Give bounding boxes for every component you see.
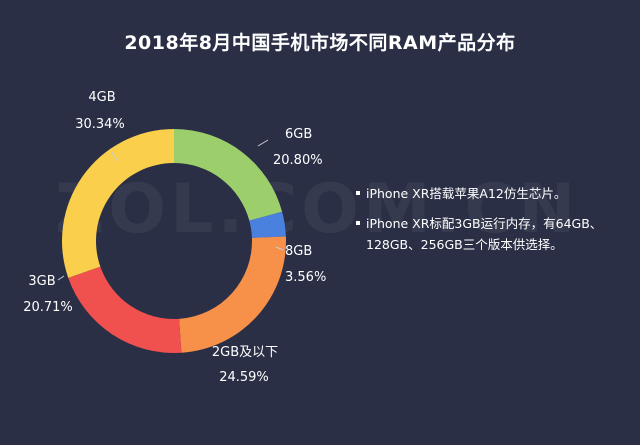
slice-4GB — [61, 129, 174, 278]
note-text: iPhone XR标配3GB运行内存，有64GB、128GB、256GB三个版本… — [366, 216, 603, 252]
watermark: ZOL.COM.CN — [55, 170, 580, 249]
slice-label: 8GB — [285, 244, 312, 259]
note-item: iPhone XR搭载苹果A12仿生芯片。 — [356, 183, 636, 204]
leader-line — [257, 139, 269, 147]
slice-value-label: 30.34% — [75, 117, 125, 132]
slice-value-label: 20.80% — [273, 153, 323, 168]
note-text: iPhone XR搭载苹果A12仿生芯片。 — [366, 186, 567, 201]
bullet-icon — [356, 221, 360, 225]
slice-label: 3GB — [28, 274, 55, 289]
slice-2GB及以下 — [179, 236, 286, 353]
slice-value-label: 20.71% — [23, 300, 73, 315]
slice-8GB — [249, 211, 286, 238]
notes-list: iPhone XR搭载苹果A12仿生芯片。 iPhone XR标配3GB运行内存… — [356, 183, 636, 264]
slice-label: 6GB — [285, 127, 312, 142]
chart-title: 2018年8月中国手机市场不同RAM产品分布 — [124, 32, 516, 54]
leader-line — [275, 246, 284, 251]
note-item: iPhone XR标配3GB运行内存，有64GB、128GB、256GB三个版本… — [356, 213, 636, 255]
leader-line — [111, 151, 119, 163]
bullet-icon — [356, 191, 360, 195]
slice-value-label: 3.56% — [285, 270, 326, 285]
leader-line — [57, 275, 65, 281]
slice-value-label: 24.59% — [219, 370, 269, 385]
slice-label: 4GB — [88, 90, 115, 105]
slice-6GB — [174, 129, 283, 221]
slice-3GB — [68, 266, 182, 353]
slice-label: 2GB及以下 — [212, 345, 278, 360]
